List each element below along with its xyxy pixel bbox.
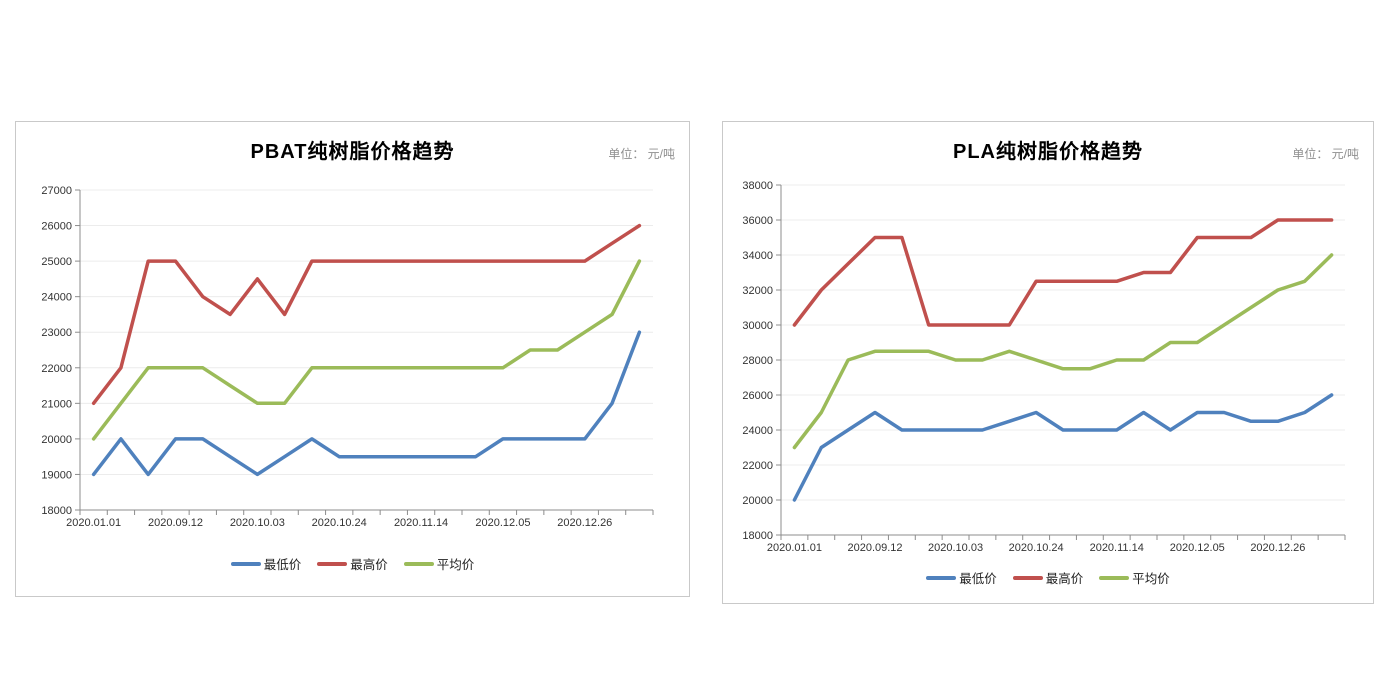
legend-item: 最低价 (230, 554, 302, 573)
legend-label: 平均价 (436, 558, 475, 572)
pla-plot-area: 18000 20000 22000 24000 26000 28000 30000 32000… (742, 180, 1346, 554)
legend-item: 平均价 (403, 554, 475, 573)
highest-price-line-swatch (1012, 575, 1043, 580)
svg-text:23000: 23000 (41, 327, 72, 339)
svg-text:36000: 36000 (742, 215, 773, 227)
svg-text:2020.10.24: 2020.10.24 (1009, 542, 1064, 554)
svg-text:2020.11.14: 2020.11.14 (394, 517, 448, 529)
svg-text:2020.11.14: 2020.11.14 (1090, 542, 1144, 554)
svg-text:20000: 20000 (742, 495, 773, 507)
svg-text:30000: 30000 (742, 320, 773, 332)
average-price-line-swatch (403, 561, 434, 566)
svg-text:38000: 38000 (742, 180, 773, 192)
chart-title-pla: PLA纯树脂价格趋势 (953, 141, 1143, 163)
svg-text:20000: 20000 (41, 434, 72, 446)
svg-text:2020.10.03: 2020.10.03 (928, 542, 983, 554)
svg-text:2020.12.05: 2020.12.05 (475, 517, 530, 529)
pbat-plot-area: 18000 19000 20000 21000 22000 23000 24000 25000… (41, 185, 654, 529)
legend-label: 最高价 (1045, 572, 1084, 586)
svg-text:2020.10.24: 2020.10.24 (312, 517, 367, 529)
svg-text:2020.01.01: 2020.01.01 (767, 542, 822, 554)
svg-text:2020.12.26: 2020.12.26 (557, 517, 612, 529)
unit-label: 单位： 元/吨 (608, 147, 675, 161)
svg-text:26000: 26000 (742, 390, 773, 402)
svg-text:18000: 18000 (41, 505, 72, 517)
legend: 最低价 最高价 平均价 (16, 554, 689, 573)
svg-text:22000: 22000 (41, 363, 72, 375)
svg-text:24000: 24000 (742, 425, 773, 437)
chart-panel-pbat: 18000 19000 20000 21000 22000 23000 24000 25000… (15, 121, 690, 597)
legend-item: 平均价 (1099, 568, 1170, 587)
legend-item: 最高价 (1012, 568, 1084, 587)
svg-text:2020.10.03: 2020.10.03 (230, 517, 285, 529)
svg-text:32000: 32000 (742, 285, 773, 297)
legend-label: 最高价 (350, 558, 388, 572)
svg-text:28000: 28000 (742, 355, 773, 367)
svg-text:2020.12.05: 2020.12.05 (1170, 542, 1225, 554)
svg-text:34000: 34000 (742, 250, 773, 262)
svg-text:2020.09.12: 2020.09.12 (148, 517, 203, 529)
average-price-line-swatch (1099, 575, 1130, 580)
lowest-price-line-swatch (926, 575, 957, 580)
svg-text:22000: 22000 (742, 460, 773, 472)
svg-text:2020.12.26: 2020.12.26 (1250, 542, 1305, 554)
svg-text:27000: 27000 (41, 185, 72, 197)
legend-item: 最低价 (926, 568, 997, 587)
svg-text:24000: 24000 (41, 292, 72, 304)
svg-text:25000: 25000 (41, 256, 72, 268)
svg-text:2020.01.01: 2020.01.01 (66, 517, 121, 529)
legend: 最低价 最高价 平均价 (723, 568, 1373, 587)
lowest-price-line-swatch (230, 561, 261, 566)
legend-label: 最低价 (263, 558, 302, 572)
legend-label: 最低价 (959, 572, 997, 586)
highest-price-line-swatch (317, 561, 348, 566)
svg-text:19000: 19000 (41, 469, 72, 481)
chart-title-pbat: PBAT纯树脂价格趋势 (250, 141, 455, 163)
legend-item: 最高价 (317, 554, 388, 573)
svg-text:18000: 18000 (742, 530, 773, 542)
svg-text:21000: 21000 (41, 398, 72, 410)
svg-text:2020.09.12: 2020.09.12 (847, 542, 902, 554)
chart-panel-pla: 18000 20000 22000 24000 26000 28000 30000 32000… (722, 121, 1374, 604)
unit-label: 单位： 元/吨 (1292, 147, 1359, 161)
legend-label: 平均价 (1132, 572, 1170, 586)
svg-text:26000: 26000 (41, 221, 72, 233)
